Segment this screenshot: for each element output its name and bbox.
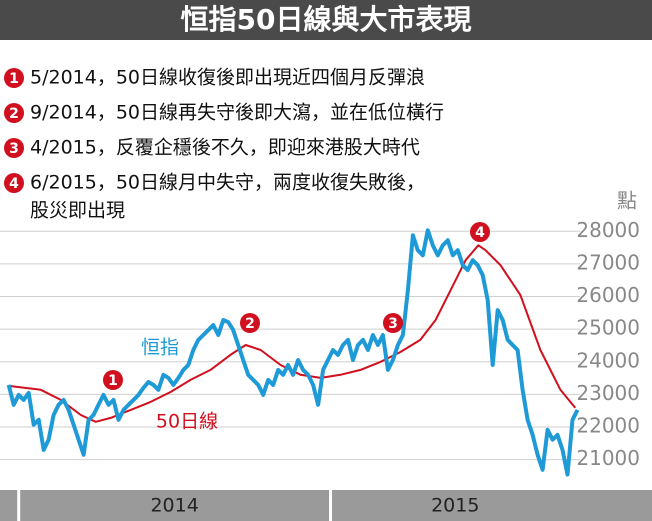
note-marker [4,68,24,88]
note-text: 4/2015，反覆企穩後不久，即迎來港股大時代 [30,137,420,159]
event-marker [240,313,260,333]
event-marker-number: 2 [245,316,255,332]
y-unit: 點 [617,189,637,213]
note-text: 5/2014，50日線收復後即出現近四個月反彈浪 [30,67,425,89]
y-tick-label: 23000 [576,381,640,405]
note-marker-number: 2 [9,106,19,122]
y-tick-label: 26000 [576,283,640,307]
note-text: 9/2014，50日線再失守後即大瀉，並在低位橫行 [30,102,444,124]
event-marker-number: 4 [475,225,485,241]
x-axis-band [0,490,652,521]
y-tick-label: 25000 [576,316,640,340]
chart-title: 恒指50日線與大市表現 [181,3,472,36]
note-marker [4,103,24,123]
series-label: 50日線 [156,411,218,433]
x-tick-label: 2015 [431,495,479,517]
note-text: 6/2015，50日線月中失守，兩度收復失敗後， [30,172,425,194]
y-tick-label: 22000 [576,414,640,438]
y-tick-label: 27000 [576,250,640,274]
title-bar [0,0,652,40]
y-tick-label: 21000 [576,446,640,470]
event-marker [383,313,403,333]
x-tick-label: 2014 [150,495,198,517]
note-marker-number: 4 [9,176,19,192]
series-label: 恒指 [141,337,179,359]
note-marker [4,138,24,158]
event-marker [470,222,490,242]
note-marker [4,173,24,193]
y-tick-label: 24000 [576,348,640,372]
event-marker-number: 1 [108,373,118,389]
series-line [6,228,580,477]
note-marker-number: 1 [9,71,19,87]
event-marker-number: 3 [388,316,398,332]
note-marker-number: 3 [9,141,19,157]
event-marker [103,370,123,390]
y-tick-label: 28000 [576,218,640,242]
note-text: 股災即出現 [30,200,125,222]
